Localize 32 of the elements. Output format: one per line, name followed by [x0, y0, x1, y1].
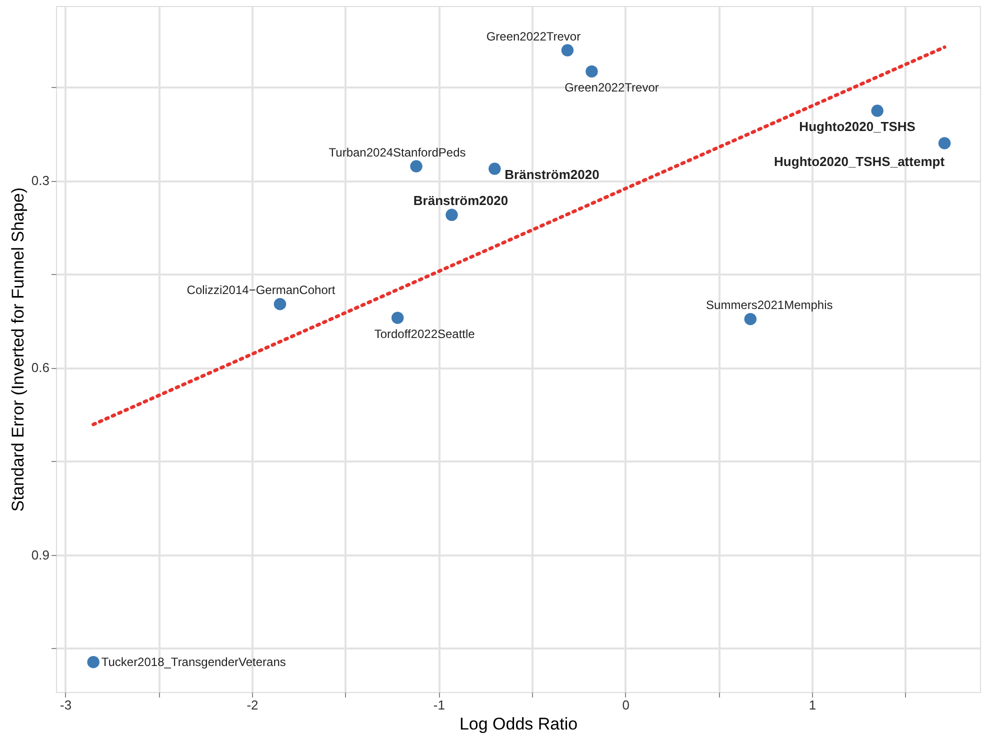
point: [871, 104, 884, 117]
point: [938, 137, 951, 150]
point: [446, 208, 458, 222]
point: [274, 298, 286, 310]
y-axis-title: Standard Error (Inverted for Funnel Shape): [8, 187, 28, 512]
y-tick-label: 0.3: [31, 173, 50, 188]
data-label: Bränström2020: [413, 192, 508, 208]
data-label: Colizzi2014−GermanCohort: [186, 283, 336, 298]
data-label: Summers2021Memphis: [706, 298, 833, 312]
data-label: Turban2024StanfordPeds: [328, 145, 466, 160]
point: [744, 312, 757, 326]
x-tick-label: 1: [808, 698, 816, 712]
x-tick-label: 0: [622, 698, 630, 712]
x-tick-label: -2: [246, 698, 258, 712]
x-tick-label: -3: [60, 698, 72, 712]
point: [488, 162, 501, 175]
x-axis-title: Log Odds Ratio: [459, 714, 578, 734]
data-label: Green2022Trevor: [564, 80, 659, 94]
y-tick-label: 0.9: [31, 547, 50, 562]
data-label: Green2022Trevor: [486, 29, 581, 44]
point: [391, 312, 404, 324]
point: [87, 656, 100, 668]
point: [561, 44, 574, 56]
data-label: Tucker2018_TransgenderVeterans: [101, 655, 286, 670]
point: [586, 65, 598, 78]
y-tick-label: 0.6: [31, 360, 50, 376]
data-label: Hughto2020_TSHS_attempt: [774, 154, 946, 170]
data-label: Bränström2020: [504, 166, 600, 182]
point: [410, 160, 422, 172]
data-label: Hughto2020_TSHS: [799, 118, 916, 134]
data-label: Tordoff2022Seattle: [374, 326, 476, 341]
x-tick-label: -1: [433, 698, 445, 712]
